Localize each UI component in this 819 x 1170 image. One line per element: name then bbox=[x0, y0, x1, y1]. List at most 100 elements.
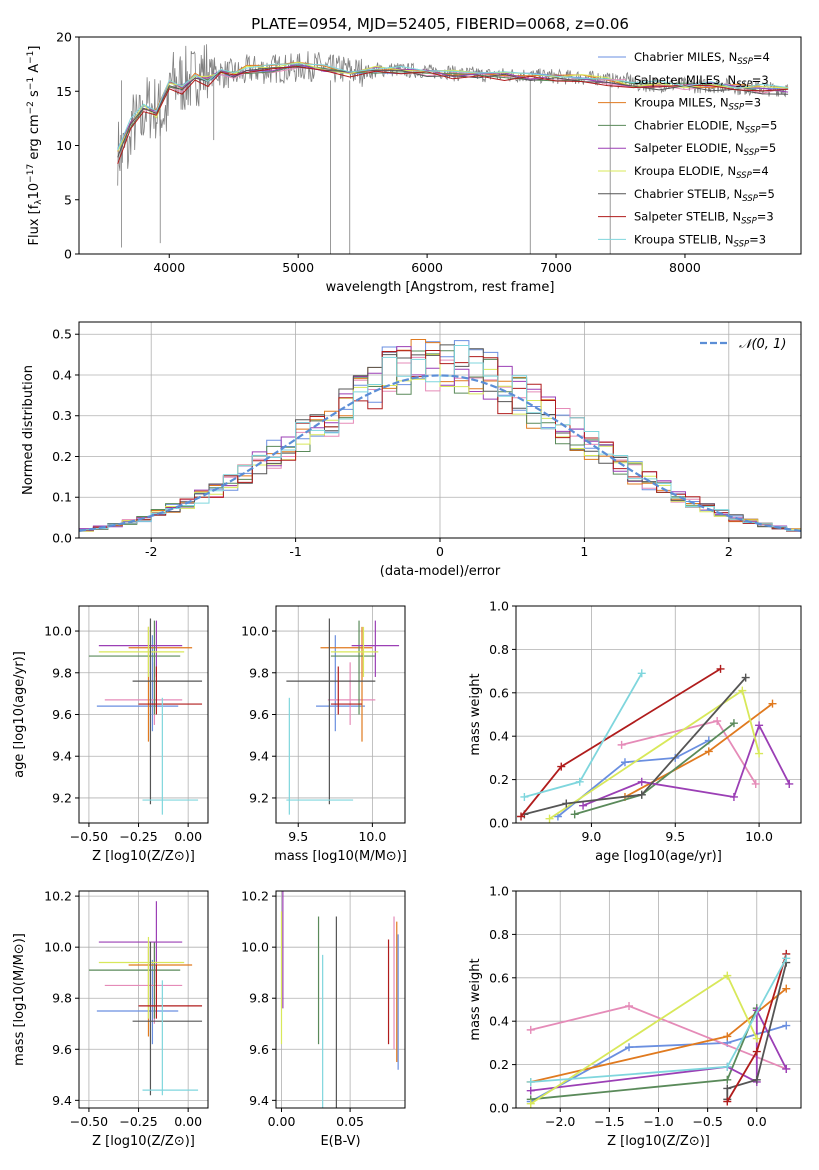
y-tick-label: 10.0 bbox=[241, 940, 269, 955]
legend-count: =4 bbox=[753, 50, 770, 64]
sfh-point-marker bbox=[713, 717, 722, 726]
x-tick-label: 0.00 bbox=[268, 1114, 296, 1129]
age-weight-ticks: 9.0 9.5 10.0 0.0 0.2 0.4 0.6 0.8 1.0 bbox=[489, 599, 773, 845]
x-tick-label: 7000 bbox=[540, 260, 572, 275]
z-mass-plot-area bbox=[88, 901, 203, 1096]
y-tick-label: 9.4 bbox=[52, 1093, 72, 1108]
y-tick-label: 5 bbox=[64, 192, 72, 207]
y-tick-label: 0.5 bbox=[52, 327, 72, 342]
residuals-plot-area bbox=[79, 339, 801, 538]
x-tick-label: 0 bbox=[436, 544, 444, 559]
x-tick-label: 8000 bbox=[669, 260, 701, 275]
legend-count: =5 bbox=[759, 141, 776, 155]
y-tick-label: 0.0 bbox=[489, 816, 509, 831]
y-label-part: −1 bbox=[26, 77, 36, 90]
sfh-point-marker bbox=[768, 699, 777, 708]
axes-frame bbox=[275, 605, 406, 824]
ebv-mass-panel: 0.00 0.05 9.4 9.6 9.8 10.0 10.2 E(B-V) bbox=[241, 889, 406, 1149]
sfh-point-marker bbox=[723, 1097, 732, 1106]
y-tick-label: 0.4 bbox=[489, 1014, 509, 1029]
sfh-point-marker bbox=[704, 747, 713, 756]
legend-entry: Salpeter MILES, NSSP=3 bbox=[634, 73, 769, 90]
x-axis-label: E(B-V) bbox=[320, 1134, 360, 1149]
mass-age-ticks: 9.5 10.0 9.2 9.4 9.6 9.8 10.0 bbox=[241, 624, 386, 844]
legend-count: =3 bbox=[744, 96, 761, 110]
legend-label: Salpeter STELIB, N bbox=[634, 210, 741, 224]
sfh-point-marker bbox=[526, 1099, 535, 1108]
sfh-line bbox=[520, 668, 721, 818]
sfh-point-marker bbox=[729, 719, 738, 728]
ebv-mass-plot-area bbox=[280, 891, 399, 1108]
sfh-point-marker bbox=[723, 1062, 732, 1071]
legend-label: Kroupa STELIB, N bbox=[634, 232, 734, 246]
y-tick-label: 0.2 bbox=[489, 1057, 509, 1072]
spectrum-plot-area bbox=[117, 44, 789, 254]
legend-entry: 𝒩(0, 1) bbox=[739, 337, 786, 352]
sfh-point-marker bbox=[557, 762, 566, 771]
legend-entry: Salpeter ELODIE, NSSP=5 bbox=[634, 141, 776, 158]
x-tick-label: 6000 bbox=[411, 260, 443, 275]
x-tick-label: −0.5 bbox=[692, 1114, 722, 1129]
legend-label: Chabrier STELIB, N bbox=[634, 187, 742, 201]
legend-sub: SSP bbox=[741, 217, 757, 227]
y-tick-label: 0.6 bbox=[489, 685, 509, 700]
sfh-point-marker bbox=[751, 779, 760, 788]
y-tick-label: 9.2 bbox=[249, 790, 269, 805]
y-tick-label: 9.8 bbox=[249, 991, 269, 1006]
sfh-point-marker bbox=[579, 801, 588, 810]
legend-label: Chabrier MILES, N bbox=[634, 50, 737, 64]
y-tick-label: 10 bbox=[56, 138, 72, 153]
y-tick-label: 0.6 bbox=[489, 970, 509, 985]
sfh-point-marker bbox=[741, 673, 750, 682]
y-tick-label: 0.4 bbox=[52, 367, 72, 382]
sfh-point-marker bbox=[782, 1021, 791, 1030]
y-tick-label: 0.8 bbox=[489, 642, 509, 657]
y-tick-label: 9.8 bbox=[249, 665, 269, 680]
legend-entry: Chabrier MILES, NSSP=4 bbox=[634, 50, 770, 67]
sfh-point-marker bbox=[517, 812, 526, 821]
x-axis-label: Z [log10(Z/Z⊙)] bbox=[607, 1134, 710, 1149]
y-tick-label: 1.0 bbox=[489, 599, 509, 614]
x-tick-label: −2.0 bbox=[545, 1114, 575, 1129]
ebv-mass-grid bbox=[276, 891, 405, 1108]
y-label-part: erg cm bbox=[27, 114, 42, 163]
z-age-panel: −0.50 −0.25 0.00 9.2 9.4 9.6 9.8 10.0 Z [log10(Z… bbox=[12, 605, 209, 864]
sfh-point-marker bbox=[545, 814, 554, 823]
y-axis-label: mass weight bbox=[468, 958, 483, 1040]
legend-sub: SSP bbox=[734, 239, 750, 249]
sfh-point-marker bbox=[723, 1032, 732, 1041]
x-axis-label: age [log10(age/yr)] bbox=[595, 849, 722, 864]
axes-frame bbox=[78, 36, 802, 255]
sfh-point-marker bbox=[637, 790, 646, 799]
y-axis-label: Normed distribution bbox=[21, 365, 36, 495]
y-tick-label: 10.2 bbox=[44, 889, 72, 904]
sfh-point-marker bbox=[785, 779, 794, 788]
sfh-line bbox=[557, 739, 710, 818]
sfh-point-marker bbox=[526, 1086, 535, 1095]
sfh-point-marker bbox=[782, 954, 791, 963]
normal-curve-line bbox=[79, 374, 801, 532]
legend-sub: SSP bbox=[737, 57, 753, 67]
x-tick-label: 4000 bbox=[153, 260, 185, 275]
legend-count: =3 bbox=[752, 73, 769, 87]
sfh-line bbox=[524, 677, 747, 816]
legend-label: Salpeter MILES, N bbox=[634, 73, 736, 87]
y-tick-label: 15 bbox=[56, 84, 72, 99]
spectrum-ticks: 4000 5000 6000 7000 8000 0 5 10 15 20 bbox=[56, 30, 701, 276]
legend-sub: SSP bbox=[736, 80, 752, 90]
sfh-point-marker bbox=[782, 984, 791, 993]
y-tick-label: 20 bbox=[56, 30, 72, 45]
x-tick-label: 9.5 bbox=[288, 829, 308, 844]
sfh-point-marker bbox=[562, 799, 571, 808]
legend-count: =3 bbox=[749, 232, 766, 246]
z-weight-plot-area bbox=[526, 949, 791, 1108]
x-tick-label: -1 bbox=[289, 544, 301, 559]
sfh-point-marker bbox=[723, 1084, 732, 1093]
y-axis-label: Flux [fλ10−17 erg cm−2 s−1 A−1] bbox=[26, 46, 44, 246]
y-label-part: 10 bbox=[27, 183, 42, 200]
x-tick-label: 0.05 bbox=[336, 1114, 364, 1129]
y-tick-label: 0.4 bbox=[489, 729, 509, 744]
x-tick-label: 0.00 bbox=[174, 1114, 202, 1129]
x-tick-label: −0.25 bbox=[119, 1114, 157, 1129]
